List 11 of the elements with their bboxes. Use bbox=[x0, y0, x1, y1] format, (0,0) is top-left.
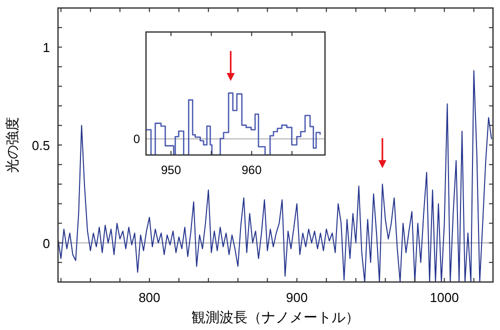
x-tick-label: 800 bbox=[138, 290, 160, 305]
y-axis-title: 光の強度 bbox=[4, 117, 20, 173]
x-axis-title: 観測波長（ナノメートル） bbox=[192, 309, 360, 325]
x-tick-label: 960 bbox=[242, 163, 262, 177]
x-tick-label: 900 bbox=[286, 290, 308, 305]
x-tick-label: 950 bbox=[160, 163, 182, 177]
x-tick-label: 1000 bbox=[430, 290, 459, 305]
y-tick-label: 0 bbox=[42, 236, 50, 251]
ref-line-label: 0 bbox=[133, 132, 140, 146]
y-tick-label: 1 bbox=[42, 40, 50, 56]
y-tick-label: 0.5 bbox=[32, 138, 50, 153]
